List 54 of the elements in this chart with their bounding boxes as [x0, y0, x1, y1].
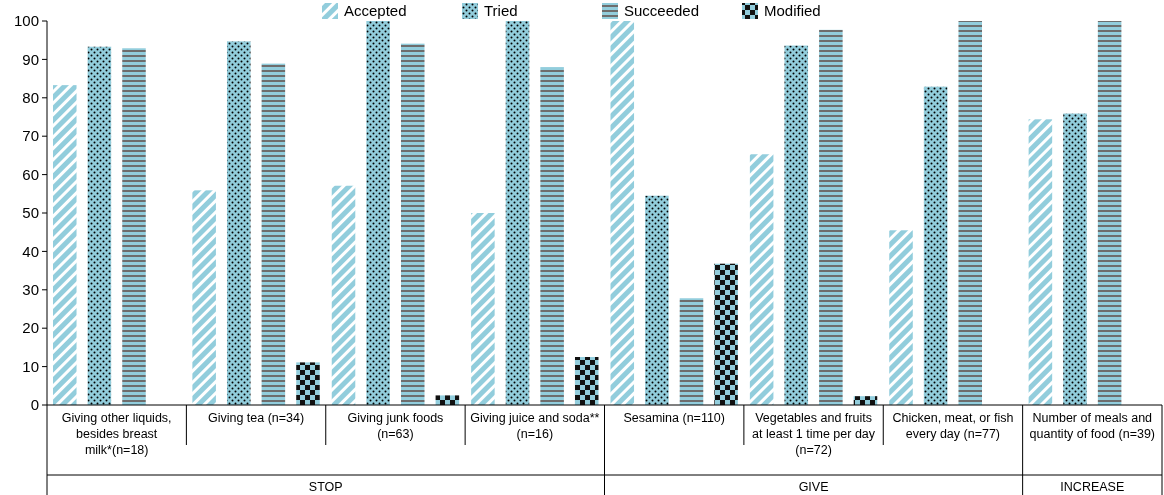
bar — [819, 29, 843, 405]
bar — [435, 395, 460, 405]
bar — [540, 67, 564, 405]
bar — [53, 85, 77, 405]
y-tick-label: 50 — [22, 204, 39, 222]
y-tick-label: 40 — [22, 242, 39, 260]
bar — [505, 21, 530, 405]
legend-label: Accepted — [344, 2, 407, 20]
x-tick-label: Giving other liquids, besides breast milk*(n=18) — [61, 411, 172, 457]
bar — [87, 46, 112, 405]
y-tick-label: 60 — [22, 165, 39, 183]
bar — [749, 154, 774, 405]
y-tick-label: 30 — [22, 281, 39, 299]
bar — [331, 185, 356, 405]
x-tick-label: Vegetables and fruits at least 1 time per day (n=72) — [752, 411, 876, 457]
y-tick-label: 80 — [22, 89, 39, 107]
y-tick-label: 90 — [22, 50, 39, 68]
bar — [471, 213, 495, 405]
bar — [1028, 119, 1053, 405]
y-tick-label: 10 — [22, 357, 39, 375]
legend-label: Succeeded — [624, 2, 700, 20]
text: STOP — [308, 480, 343, 494]
text: GIVE — [798, 480, 829, 494]
y-tick-label: 70 — [22, 127, 39, 145]
bar — [645, 195, 669, 405]
x-tick-label: Chicken, meat, or fish every day (n=77) — [892, 411, 1014, 441]
x-tick-label: Sesamina (n=110) — [623, 411, 725, 425]
bar — [1097, 21, 1122, 405]
y-tick-label: 100 — [13, 12, 39, 30]
bar — [400, 43, 425, 405]
bar — [261, 63, 286, 405]
x-tick-label: Giving junk foods (n=63) — [347, 411, 444, 441]
y-tick-label: 20 — [22, 319, 39, 337]
bar — [784, 45, 809, 405]
bar — [296, 362, 320, 405]
bar — [714, 263, 738, 405]
legend-label: Modified — [764, 2, 821, 20]
bar — [192, 190, 216, 405]
y-tick-label: 0 — [30, 396, 39, 414]
x-tick-label: Giving juice and soda** (n=16) — [470, 411, 600, 441]
x-tick-label: Giving tea (n=34) — [207, 411, 305, 425]
bar — [1063, 113, 1087, 405]
legend-label: Tried — [484, 2, 518, 20]
bar — [574, 357, 599, 405]
bar — [958, 21, 983, 405]
bar — [679, 298, 704, 405]
bar — [923, 86, 948, 405]
bar — [889, 230, 913, 405]
bar — [610, 21, 635, 405]
text: INCREASE — [1060, 480, 1125, 494]
bar — [226, 41, 251, 405]
x-tick-label: Number of meals and quantity of food (n=39) — [1029, 411, 1156, 441]
bar — [122, 48, 146, 405]
bar — [366, 21, 390, 405]
